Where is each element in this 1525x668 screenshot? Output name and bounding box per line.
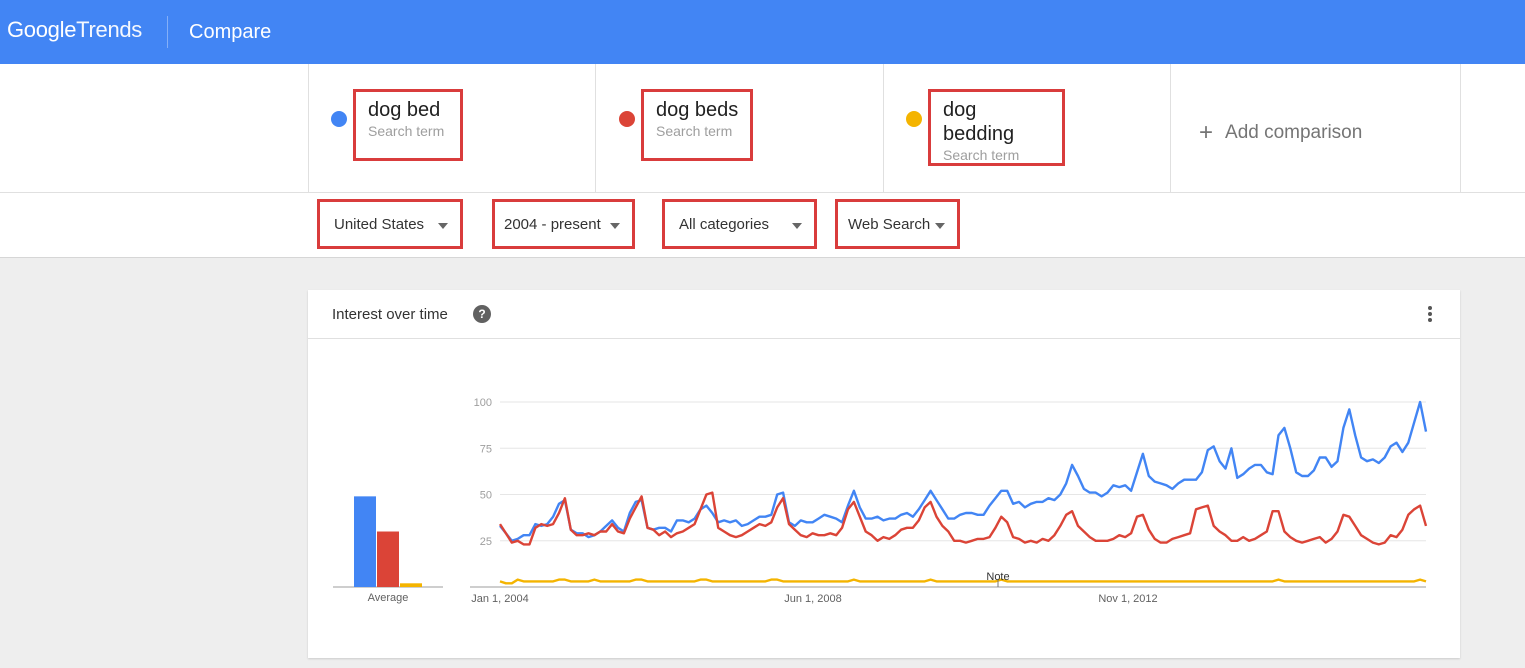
average-bar-dog-bedding	[400, 583, 422, 587]
add-comparison-button[interactable]: + Add comparison	[1199, 119, 1362, 147]
caret-down-icon	[792, 223, 802, 229]
series-line-dog-bedding	[499, 578, 1427, 585]
term-box[interactable]: dog bedding Search term	[928, 89, 1065, 166]
more-vert-icon[interactable]	[1423, 304, 1437, 324]
interest-chart: 25 50 75 100 Jan 1, 2004 Jun 1, 2008 Nov 1, 20…	[333, 397, 1428, 605]
filter-time-range[interactable]: 2004 - present	[492, 199, 635, 249]
logo-trends-text: Trends	[76, 17, 143, 42]
filter-region-label: United States	[334, 216, 425, 233]
term-type: Search term	[943, 147, 1020, 163]
term-cell-3[interactable]: dog bedding Search term	[883, 64, 1171, 192]
filter-time-label: 2004 - present	[504, 216, 601, 233]
average-bar-dog-beds	[377, 531, 399, 587]
card-header: Interest over time ?	[308, 290, 1460, 339]
add-comparison-cell[interactable]: + Add comparison	[1170, 64, 1461, 192]
google-trends-logo[interactable]: GoogleTrends	[7, 17, 142, 43]
filter-region[interactable]: United States	[317, 199, 463, 249]
average-label: Average	[368, 592, 409, 604]
interest-over-time-card: Interest over time ? 25 50 75 100 Jan 1, 200…	[308, 290, 1460, 658]
average-bar-dog-bed	[354, 496, 376, 587]
filter-search-type-label: Web Search	[848, 216, 931, 233]
note-annotation: Note	[986, 571, 1009, 583]
term-type: Search term	[656, 123, 733, 139]
term-cell-2[interactable]: dog beds Search term	[595, 64, 884, 192]
y-tick-label: 100	[474, 397, 492, 409]
x-tick-label: Jan 1, 2004	[471, 593, 529, 605]
term-name: dog beds	[656, 99, 739, 121]
term-color-dot	[619, 111, 635, 127]
page-title: Compare	[189, 21, 272, 43]
term-type: Search term	[368, 123, 445, 139]
plus-icon: +	[1199, 119, 1214, 146]
term-box[interactable]: dog beds Search term	[641, 89, 753, 161]
filter-category-label: All categories	[679, 216, 770, 233]
y-tick-label: 50	[480, 490, 492, 502]
top-app-bar: GoogleTrends Compare	[0, 0, 1525, 64]
add-comparison-label: Add comparison	[1225, 122, 1363, 143]
help-icon[interactable]: ?	[473, 305, 491, 323]
caret-down-icon	[438, 223, 448, 229]
filter-search-type[interactable]: Web Search	[835, 199, 960, 249]
term-color-dot	[906, 111, 922, 127]
caret-down-icon	[935, 223, 945, 229]
series-line-dog-beds	[498, 491, 1428, 546]
term-color-dot	[331, 111, 347, 127]
series-line-dog-bed	[499, 400, 1428, 543]
compare-terms-row: dog bed Search term dog beds Search term…	[0, 64, 1525, 193]
term-cell-1[interactable]: dog bed Search term	[308, 64, 596, 192]
term-name: dog bed	[368, 99, 441, 121]
filters-row: United States 2004 - present All categor…	[0, 193, 1525, 258]
filter-category[interactable]: All categories	[662, 199, 817, 249]
header-divider	[167, 16, 168, 48]
term-name: dog bedding	[943, 99, 1015, 145]
term-box[interactable]: dog bed Search term	[353, 89, 463, 161]
x-tick-label: Jun 1, 2008	[784, 593, 842, 605]
card-title: Interest over time	[332, 306, 448, 323]
x-tick-label: Nov 1, 2012	[1098, 593, 1157, 605]
caret-down-icon	[610, 223, 620, 229]
y-tick-label: 25	[480, 536, 492, 548]
logo-google-text: Google	[7, 17, 77, 42]
y-tick-label: 75	[480, 443, 492, 455]
